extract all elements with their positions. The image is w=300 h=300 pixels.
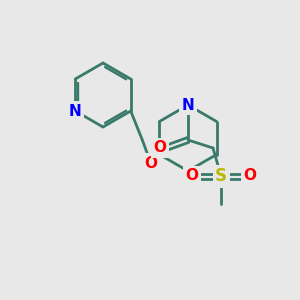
Text: O: O: [154, 140, 166, 155]
Text: N: N: [69, 103, 82, 118]
Text: S: S: [215, 167, 227, 185]
Text: O: O: [185, 169, 199, 184]
Text: N: N: [182, 98, 194, 112]
Text: O: O: [144, 155, 157, 170]
Text: O: O: [244, 169, 256, 184]
